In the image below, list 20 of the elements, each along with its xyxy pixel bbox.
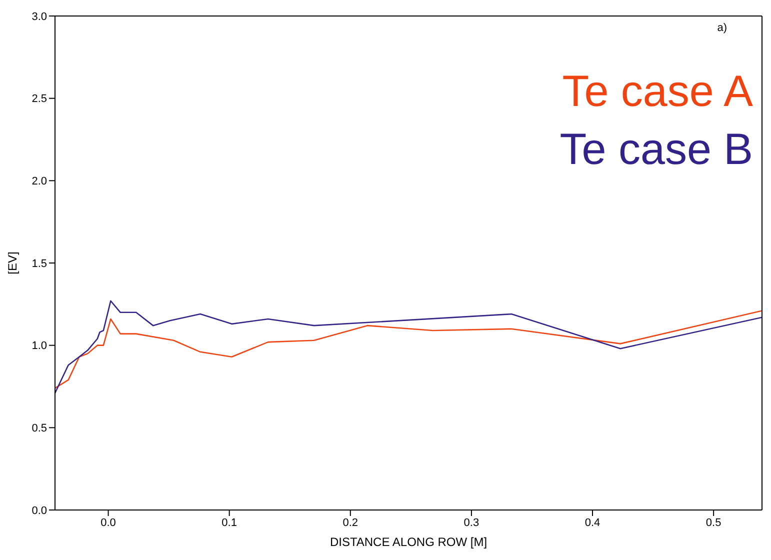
x-tick-label: 0.2: [342, 516, 358, 529]
line-series: [55, 310, 762, 389]
y-tick-label: 1.5: [32, 258, 47, 270]
text: Te case A: [561, 66, 753, 118]
y-tick-label: 2.5: [32, 93, 47, 106]
y-tick-label: 0.0: [32, 504, 47, 517]
line-series: [55, 300, 762, 394]
x-tick-label: 0.4: [584, 516, 600, 529]
x-tick-label: 0.5: [706, 516, 722, 529]
x-tick-label: 0.0: [100, 516, 116, 529]
y-axis-title: [EV]: [5, 252, 20, 274]
y-tick-label: 0.5: [32, 422, 47, 435]
x-tick-label: 0.3: [464, 516, 480, 529]
y-tick-label: 2.0: [32, 176, 47, 188]
x-axis-title: DISTANCE ALONG ROW [M]: [330, 535, 488, 549]
text: Te case B: [560, 124, 753, 176]
y-tick-label: 1.0: [32, 340, 47, 352]
annotation: a): [717, 22, 727, 34]
x-tick-label: 0.1: [222, 516, 237, 529]
y-tick-label: 3.0: [32, 10, 47, 23]
